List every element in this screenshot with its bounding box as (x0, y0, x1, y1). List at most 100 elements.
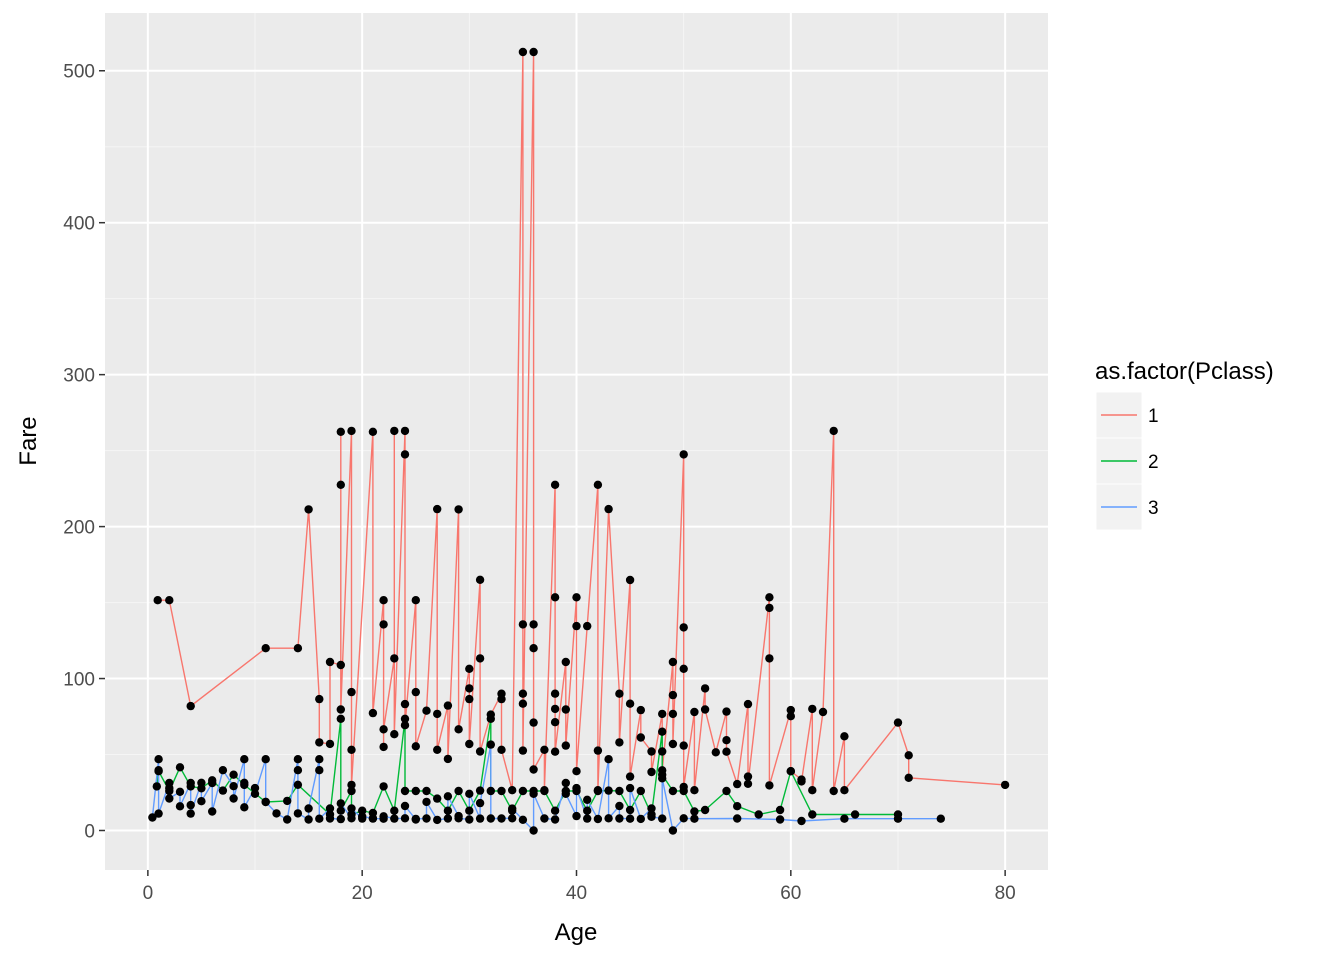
data-point (593, 480, 603, 489)
data-point (186, 701, 195, 711)
data-point (325, 657, 335, 667)
data-point (625, 575, 635, 585)
data-point (336, 705, 345, 714)
data-point (593, 814, 603, 824)
data-point (604, 504, 613, 514)
data-point (561, 789, 570, 798)
data-point (572, 593, 581, 602)
data-point (658, 774, 667, 783)
data-point (636, 786, 645, 796)
data-point (454, 814, 463, 823)
data-point (400, 801, 410, 811)
data-point (540, 786, 549, 796)
x-axis-ticks: 0 20 40 60 80 (143, 870, 1016, 904)
data-point (775, 815, 785, 824)
data-point (668, 709, 678, 719)
data-point (893, 814, 903, 823)
data-point (411, 687, 420, 697)
y-tick-label: 300 (63, 366, 95, 387)
data-point (550, 747, 560, 756)
data-point (733, 779, 742, 789)
data-point (336, 814, 345, 824)
data-point (379, 742, 388, 752)
data-point (400, 721, 410, 730)
data-point (700, 684, 710, 693)
data-point (497, 694, 506, 704)
data-point (325, 814, 335, 823)
data-point (433, 504, 442, 514)
data-point (550, 480, 560, 489)
data-point (347, 426, 356, 436)
data-point (400, 426, 410, 436)
data-point (433, 815, 442, 825)
data-point (250, 789, 260, 798)
data-point (390, 426, 399, 436)
data-point (240, 778, 249, 787)
y-axis-title: Fare (15, 416, 42, 465)
data-point (465, 694, 474, 704)
data-point (518, 786, 528, 796)
data-point (604, 814, 613, 823)
data-point (347, 814, 356, 823)
data-point (336, 660, 345, 670)
data-point (454, 786, 463, 796)
data-point (583, 814, 592, 823)
data-point (148, 813, 157, 822)
data-point (625, 772, 635, 781)
data-point (486, 714, 495, 723)
y-tick-label: 200 (63, 518, 95, 539)
data-point (593, 786, 603, 796)
data-point (604, 786, 613, 795)
data-point (808, 704, 817, 714)
data-point (550, 718, 560, 727)
data-point (411, 596, 420, 605)
data-point (304, 505, 313, 514)
data-point (165, 794, 174, 803)
data-point (572, 621, 581, 631)
data-point (540, 814, 549, 823)
data-point (293, 766, 303, 775)
data-point (615, 814, 624, 823)
data-point (315, 755, 324, 764)
data-point (615, 786, 624, 796)
data-point (625, 699, 635, 708)
data-point (679, 664, 688, 673)
data-point (508, 786, 517, 795)
data-point (465, 684, 474, 693)
y-tick-label: 100 (63, 670, 95, 691)
data-point (529, 47, 538, 57)
data-point (475, 814, 485, 823)
data-point (497, 814, 506, 823)
data-point (529, 644, 538, 653)
data-point (336, 806, 345, 815)
data-point (358, 806, 367, 815)
data-point (550, 815, 560, 824)
data-point (154, 766, 163, 775)
data-point (550, 689, 560, 698)
data-point (765, 593, 774, 602)
y-tick-label: 400 (63, 214, 95, 235)
data-point (722, 786, 731, 796)
data-point (379, 782, 388, 791)
data-point (904, 751, 913, 760)
data-point (593, 746, 603, 755)
data-point (208, 778, 217, 788)
data-point (433, 794, 442, 803)
data-point (754, 810, 763, 819)
data-point (647, 812, 656, 821)
data-point (508, 804, 517, 813)
data-point (615, 689, 624, 698)
data-point (454, 505, 463, 514)
data-point (422, 814, 431, 823)
data-point (197, 797, 206, 806)
data-point (475, 747, 485, 756)
data-point (154, 809, 163, 818)
data-point (261, 797, 270, 807)
data-point (529, 789, 538, 798)
data-point (390, 806, 399, 815)
data-point (572, 783, 581, 793)
x-tick-label: 60 (780, 883, 801, 904)
data-point (636, 814, 645, 824)
data-point (186, 800, 195, 810)
grid-major (105, 13, 1048, 870)
